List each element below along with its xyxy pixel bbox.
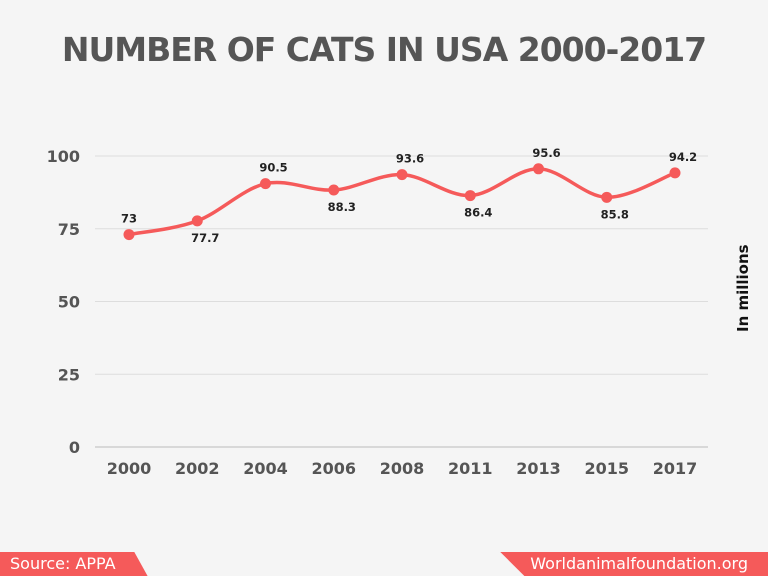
data-point [533,163,544,175]
x-tick-label: 2011 [448,459,493,478]
data-point [396,169,408,181]
source-label: Source: APPA [0,552,148,576]
y-tick-label: 0 [69,438,80,457]
x-tick-label: 2013 [516,459,561,478]
site-label: Worldanimalfoundation.org [500,552,768,576]
y-tick-label: 75 [58,220,80,239]
data-label: 88.3 [328,200,356,214]
data-point [669,167,681,179]
y-axis-label: In millions [734,244,752,332]
x-tick-label: 2004 [243,459,288,478]
y-tick-label: 100 [47,147,80,166]
data-point [464,190,476,202]
data-point [601,191,613,203]
x-tick-label: 2017 [653,459,698,478]
x-tick-label: 2015 [584,459,629,478]
data-point [328,184,340,196]
x-tick-label: 2000 [107,459,152,478]
x-tick-label: 2008 [380,459,425,478]
data-label: 86.4 [464,206,492,220]
data-label: 94.2 [669,150,697,164]
data-label: 95.6 [532,146,560,160]
data-label: 90.5 [259,161,287,175]
data-point [191,215,203,227]
x-tick-label: 2006 [311,459,356,478]
y-tick-label: 50 [58,293,80,312]
x-tick-label: 2002 [175,459,220,478]
data-label: 93.6 [396,152,424,166]
y-tick-label: 25 [58,365,80,384]
data-label: 77.7 [191,231,219,245]
data-point [260,178,271,190]
chart-title: NUMBER OF CATS IN USA 2000-2017 [61,30,707,69]
data-point [123,229,135,241]
data-label: 73 [121,212,137,226]
data-label: 85.8 [601,207,629,221]
